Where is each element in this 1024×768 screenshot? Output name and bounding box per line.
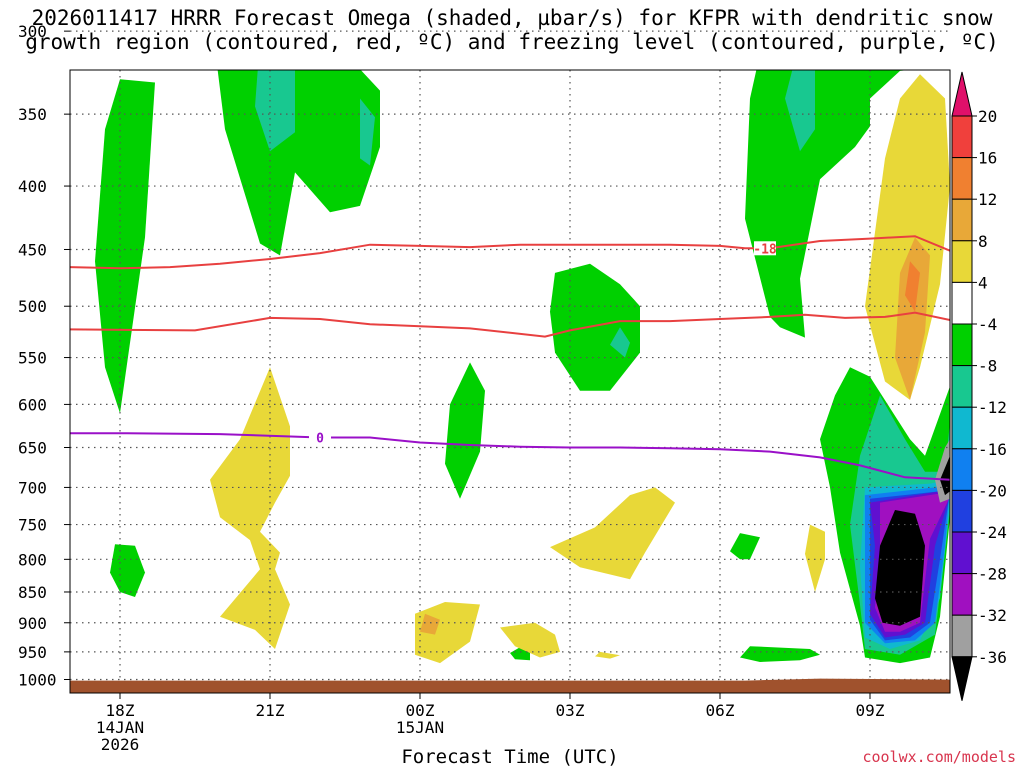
omega-region-y4 [500,622,560,658]
colorbar-bin-8-12 [951,198,973,242]
colorbar-label-8: 8 [978,232,988,251]
colorbar-bin-12-16 [951,157,973,200]
y-tick-label-500: 500 [18,297,47,316]
colorbar-label--8: -8 [978,357,997,376]
omega-region-y1 [210,367,290,649]
y-tick-label-300: 300 [18,22,47,41]
y-tick-label-600: 600 [18,395,47,414]
colorbar-label-20: 20 [978,107,997,126]
omega-region-t3 [610,327,630,358]
colorbar-bin--32--28 [951,573,973,616]
terrain [70,678,950,693]
colorbar-label--28: -28 [978,565,1007,584]
contour-label-dgz-top: -18 [753,242,777,257]
colorbar-label--4: -4 [978,315,997,334]
plot-frame [69,69,951,694]
omega-region-o1 [895,237,930,400]
x-axis-title: Forecast Time (UTC) [401,746,619,768]
y-tick-label-950: 950 [18,643,47,662]
colorbar-bin-4-8 [951,240,973,283]
omega-region-r1 [905,261,920,312]
colorbar-bin--24--20 [951,489,973,533]
colorbar-bin-16-20 [951,115,973,159]
y-tick-label-900: 900 [18,614,47,633]
colorbar-bin--16--12 [951,406,973,450]
y-tick-label-550: 550 [18,349,47,368]
chart-title: 2026011417 HRRR Forecast Omega (shaded, … [25,6,999,54]
temperature-contours [70,235,950,481]
ground-fill [70,678,950,693]
y-tick-label-650: 650 [18,439,47,458]
x-tick-label-21Z: 21Z [256,701,285,720]
colorbar-label--12: -12 [978,398,1007,417]
omega-region-g5 [745,70,909,338]
colorbar-bin--36--32 [951,614,973,658]
omega-region-k2 [940,455,950,496]
credit-text: coolwx.com/models [862,748,1016,766]
colorbar-label--20: -20 [978,481,1007,500]
colorbar-bin--28--24 [951,531,973,575]
y-tick-label-750: 750 [18,516,47,535]
contour-label-bg-dgz-top [754,241,776,256]
omega-region-g4 [550,263,640,391]
colorbar-label-4: 4 [978,273,988,292]
contour-label-freezing-level: 0 [316,431,324,446]
x-tick-sublabel-15JAN: 15JAN [396,718,444,737]
colorbar-label-12: 12 [978,190,997,209]
x-tick-sublabel-14JAN: 14JAN [96,718,144,737]
colorbar-label--16: -16 [978,440,1007,459]
omega-region-o2 [420,613,440,635]
omega-region-t5 [785,70,815,152]
contour-dgz-top [70,235,950,270]
x-tick-label-18Z: 18Z [106,701,135,720]
colorbar: 20 16 12 8 4 -4 -8 -12 -16 -20 -24 -28 -32 -36 [951,71,1007,701]
omega-region-k1 [875,510,925,626]
omega-region-t1 [255,70,295,152]
omega-shading [95,70,950,664]
y-tick-label-450: 450 [18,240,47,259]
y-tick-label-850: 850 [18,583,47,602]
x-tick-label-09Z: 09Z [856,701,885,720]
omega-region-t2 [360,98,375,166]
x-tick-label-03Z: 03Z [556,701,585,720]
omega-region-g9 [110,544,145,597]
omega-region-g8 [740,646,820,662]
x-tick-label-00Z: 00Z [406,701,435,720]
colorbar-label--36: -36 [978,648,1007,667]
colorbar-label--24: -24 [978,523,1007,542]
omega-region-y5 [595,651,620,659]
y-tick-label-400: 400 [18,177,47,196]
y-tick-label-700: 700 [18,478,47,497]
x-tick-label-06Z: 06Z [706,701,735,720]
omega-region-g7 [730,533,760,560]
colorbar-arrow-bottom [951,656,973,701]
colorbar-label--32: -32 [978,606,1007,625]
omega-region-y6 [805,524,825,592]
colorbar-bin--8--4 [951,323,973,367]
colorbar-label-16: 16 [978,149,997,168]
contour-labels: -18 0 [309,241,777,446]
colorbar-bin--4-4 [951,281,973,325]
omega-region-y2 [550,487,675,580]
colorbar-bin--12--8 [951,365,973,408]
y-axis: 2503003504004505005506006507007508008509… [18,22,70,690]
omega-region-g3 [445,362,485,499]
y-tick-label-800: 800 [18,550,47,569]
y-tick-label-350: 350 [18,105,47,124]
omega-region-g2 [217,70,380,256]
omega-region-g1 [95,79,155,414]
colorbar-bin--20--16 [951,448,973,491]
y-tick-label-1000: 1000 [18,671,57,690]
contour-dgz-bottom [70,311,950,338]
x-tick-sublabel-2026: 2026 [101,735,140,754]
contour-label-bg-freezing-level [309,430,331,445]
colorbar-arrow-top [951,71,973,117]
contour-freezing-level [70,432,950,481]
